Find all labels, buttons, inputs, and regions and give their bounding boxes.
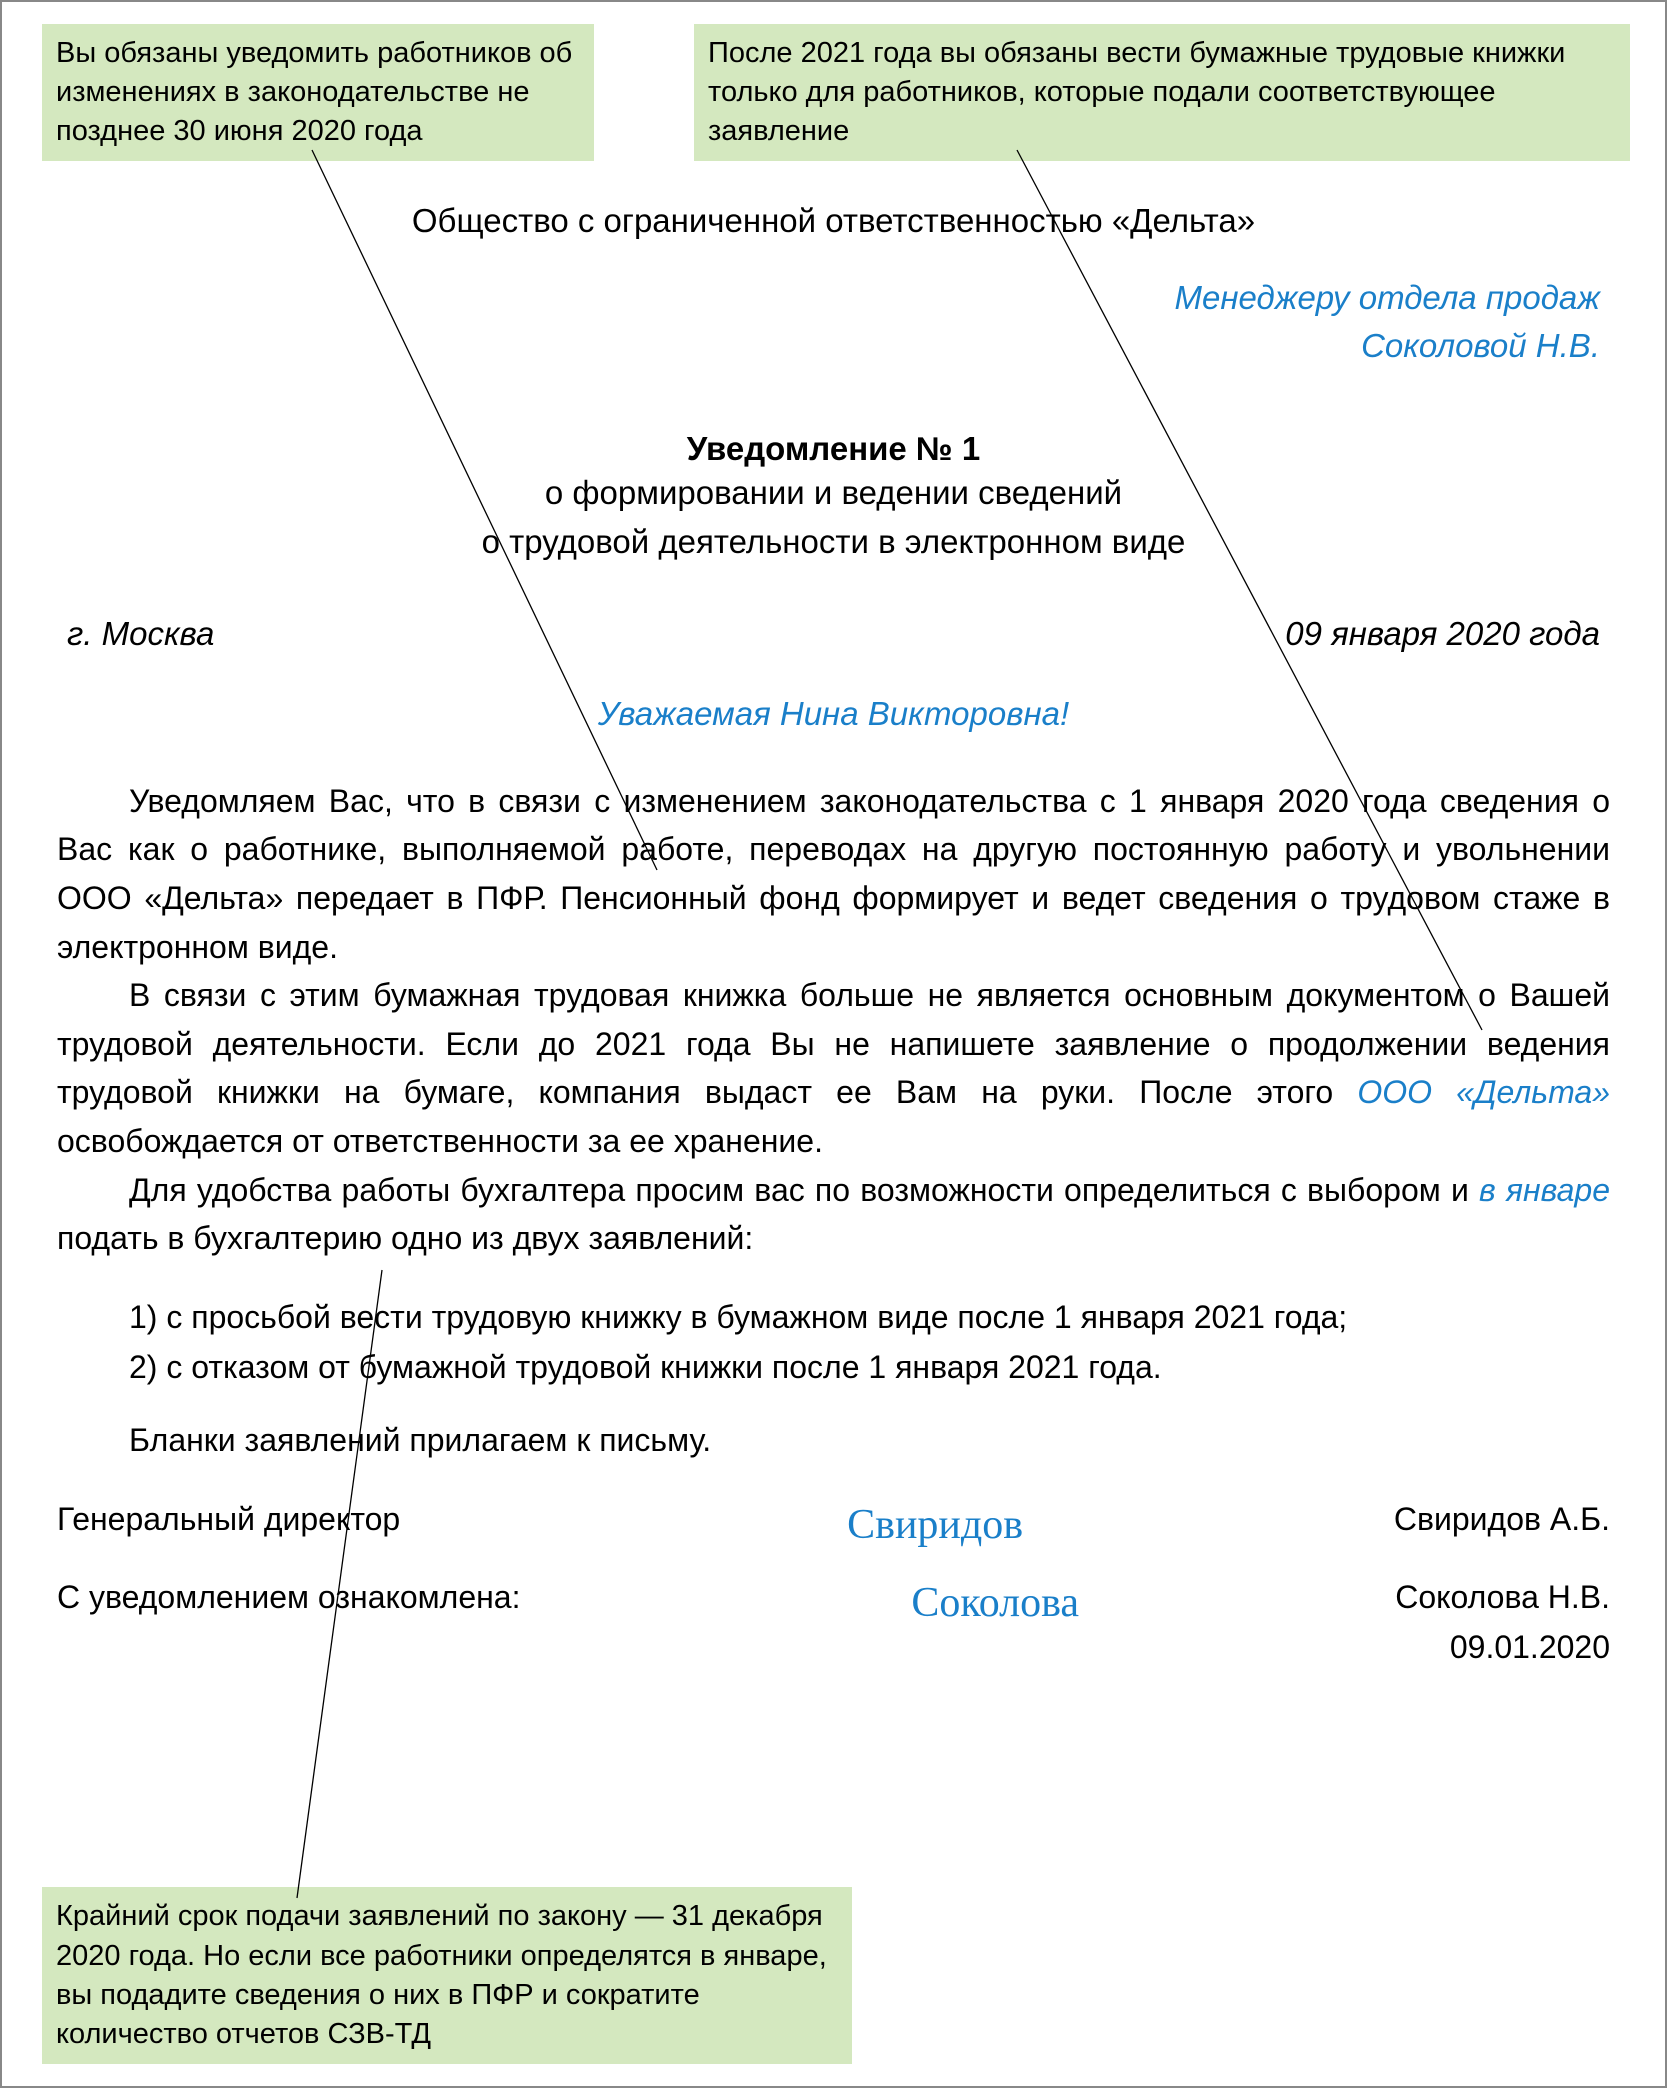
director-label: Генеральный директор bbox=[57, 1501, 400, 1538]
ack-date: 09.01.2020 bbox=[57, 1629, 1610, 1666]
option-2: 2) с отказом от бумажной трудовой книжки… bbox=[129, 1343, 1610, 1393]
option-1: 1) с просьбой вести трудовую книжку в бу… bbox=[129, 1293, 1610, 1343]
highlight-month: в январе bbox=[1479, 1172, 1610, 1208]
options-list: 1) с просьбой вести трудовую книжку в бу… bbox=[57, 1293, 1610, 1392]
signature-ack-row: С уведомлением ознакомлена: Соколова Сок… bbox=[57, 1579, 1610, 1627]
ack-signature: Соколова bbox=[520, 1579, 1330, 1627]
director-signature: Свиридов bbox=[400, 1501, 1330, 1549]
document-subtitle-1: о формировании и ведении сведений bbox=[57, 468, 1610, 518]
addressee-name: Соколовой Н.В. bbox=[57, 322, 1600, 370]
document-page: Вы обязаны уведомить работников об измен… bbox=[0, 0, 1667, 2088]
paragraph-2: В связи с этим бумажная трудовая книжка … bbox=[57, 971, 1610, 1166]
addressee-block: Менеджеру отдела продаж Соколовой Н.В. bbox=[57, 274, 1610, 370]
salutation: Уважаемая Нина Викторовна! bbox=[57, 695, 1610, 733]
addressee-role: Менеджеру отдела продаж bbox=[57, 274, 1600, 322]
ack-name: Соколова Н.В. bbox=[1330, 1579, 1610, 1616]
organization-name: Общество с ограниченной ответственностью… bbox=[57, 202, 1610, 240]
callout-bottom: Крайний срок подачи заявлений по закону … bbox=[42, 1887, 852, 2064]
document-subtitle-2: о трудовой деятельности в электронном ви… bbox=[57, 517, 1610, 567]
callout-top-left: Вы обязаны уведомить работников об измен… bbox=[42, 24, 594, 161]
document-title: Уведомление № 1 bbox=[57, 430, 1610, 468]
paragraph-1: Уведомляем Вас, что в связи с изменением… bbox=[57, 777, 1610, 972]
ack-label: С уведомлением ознакомлена: bbox=[57, 1579, 520, 1616]
director-name: Свиридов А.Б. bbox=[1330, 1501, 1610, 1538]
issue-date: 09 января 2020 года bbox=[1285, 615, 1600, 653]
callout-top-right: После 2021 года вы обязаны вести бумажны… bbox=[694, 24, 1630, 161]
body-text: Уведомляем Вас, что в связи с изменением… bbox=[57, 777, 1610, 1263]
document-title-block: Уведомление № 1 о формировании и ведении… bbox=[57, 430, 1610, 567]
attachment-note: Бланки заявлений прилагаем к письму. bbox=[57, 1422, 1610, 1459]
paragraph-3: Для удобства работы бухгалтера просим ва… bbox=[57, 1166, 1610, 1263]
signature-director-row: Генеральный директор Свиридов Свиридов А… bbox=[57, 1501, 1610, 1549]
city: г. Москва bbox=[67, 615, 214, 653]
highlight-company: ООО «Дельта» bbox=[1357, 1074, 1610, 1110]
city-date-row: г. Москва 09 января 2020 года bbox=[57, 615, 1610, 653]
